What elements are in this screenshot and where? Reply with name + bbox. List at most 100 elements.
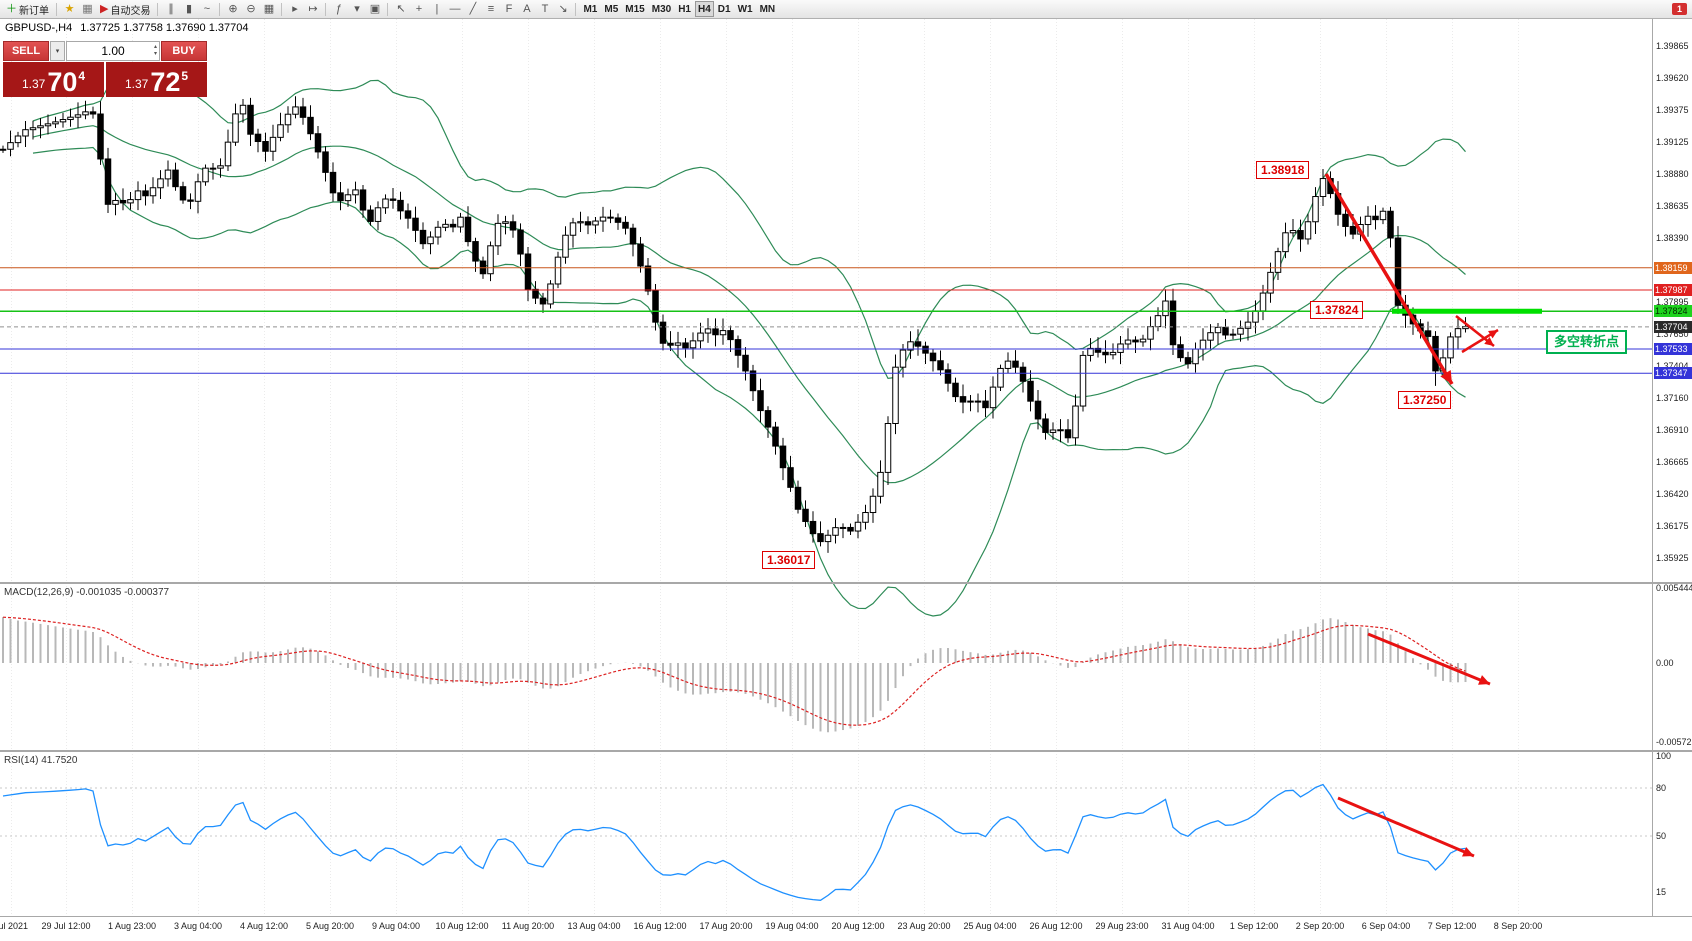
candles-style-icon: ▮ <box>185 3 192 15</box>
horizontal-line-button[interactable]: ― <box>446 1 463 17</box>
chart-shift-button[interactable]: ↦ <box>304 1 321 17</box>
cursor-tool-icon: ↖ <box>396 3 406 15</box>
auto-trading-icon: ▶ <box>100 3 109 15</box>
alerts-badge[interactable]: 1 <box>1671 3 1687 15</box>
new-order-icon: ＋ <box>6 3 17 15</box>
trend-arrow[interactable] <box>1337 796 1475 858</box>
trendline-button[interactable]: ╱ <box>464 1 481 17</box>
zoom-in-icon: ⊕ <box>228 3 238 15</box>
timeframe-m5-button-label: M5 <box>604 3 619 15</box>
crosshair-tool-icon: + <box>415 3 423 15</box>
timeframe-m1-button-label: M1 <box>583 3 598 15</box>
arrows-button[interactable]: ↘ <box>554 1 571 17</box>
channel-button[interactable]: ≡ <box>482 1 499 17</box>
top-toolbar: ＋新订单 ★ ▦ ▶ 自动交易 ∥ ▮ ~ ⊕ ⊖ ▦ ▸ ↦ ƒ ▾ ▣ ↖ + | ― ╱ ≡ F A T ↘ M1 M5 M15 M… <box>0 0 1692 19</box>
toolbar-separator <box>387 2 389 16</box>
timeframe-mn-button[interactable]: MN <box>757 1 779 17</box>
trend-arrow[interactable] <box>1324 173 1454 385</box>
crosshair-tool-button[interactable]: + <box>410 1 427 17</box>
data-window-icon[interactable]: ▦ <box>79 1 96 17</box>
buy-price-panel[interactable]: 1.37 72 5 <box>106 62 207 97</box>
new-order-button-label: 新订单 <box>19 5 49 17</box>
label-icon: T <box>541 3 549 15</box>
symbol-period-label: GBPUSD-,H4 <box>5 22 73 34</box>
toolbar-separator <box>281 2 283 16</box>
sell-button[interactable]: SELL <box>3 41 49 61</box>
zoom-out-button[interactable]: ⊖ <box>242 1 259 17</box>
indicators-button[interactable]: ƒ <box>330 1 347 17</box>
timeframe-m30-button-label: M30 <box>651 3 672 15</box>
vertical-line-button[interactable]: | <box>428 1 445 17</box>
volume-down-icon[interactable]: ▾ <box>153 51 157 57</box>
buy-price-pip: 5 <box>181 69 189 83</box>
fibonacci-button[interactable]: F <box>500 1 517 17</box>
volume-value: 1.00 <box>101 44 125 58</box>
trend-arrows[interactable] <box>1324 173 1499 858</box>
zoom-out-icon: ⊖ <box>246 3 256 15</box>
buy-price-big: 72 <box>150 67 181 97</box>
cursor-tool-button[interactable]: ↖ <box>392 1 409 17</box>
templates-button[interactable]: ▣ <box>366 1 383 17</box>
zoom-in-button[interactable]: ⊕ <box>224 1 241 17</box>
panel-separator[interactable] <box>0 582 1692 584</box>
new-order-button[interactable]: ＋新订单 <box>3 1 52 17</box>
panel-separator[interactable] <box>0 750 1692 752</box>
timeframe-m1-button[interactable]: M1 <box>580 1 600 17</box>
timeframe-mn-button-label: MN <box>759 3 776 15</box>
candles <box>0 96 1469 553</box>
text-icon: A <box>523 3 531 15</box>
tile-windows-button[interactable]: ▦ <box>260 1 277 17</box>
sell-price-big: 70 <box>47 67 78 97</box>
sell-price-pip: 4 <box>78 69 86 83</box>
timeframe-m15-button[interactable]: M15 <box>622 1 647 17</box>
periods-button[interactable]: ▾ <box>348 1 365 17</box>
trend-arrow[interactable] <box>1367 632 1491 686</box>
timeframe-h4-button[interactable]: H4 <box>694 1 714 17</box>
vertical-line-icon: | <box>435 3 439 15</box>
line-style-icon: ~ <box>203 3 211 15</box>
volume-up-icon[interactable]: ▴ <box>153 44 157 50</box>
ohlc-values: 1.37725 1.37758 1.37690 1.37704 <box>80 22 249 34</box>
volume-dropdown-button[interactable]: ▾ <box>50 41 65 61</box>
buy-button[interactable]: BUY <box>161 41 207 61</box>
volume-spinner[interactable]: ▴ ▾ <box>154 42 157 60</box>
sell-price-panel[interactable]: 1.37 70 4 <box>3 62 104 97</box>
templates-icon: ▣ <box>369 3 381 15</box>
toolbar-separator <box>575 2 577 16</box>
label-button[interactable]: T <box>536 1 553 17</box>
tile-windows-icon: ▦ <box>263 3 275 15</box>
one-click-trading-panel: SELL ▾ 1.00 ▴ ▾ BUY 1.37 70 4 1.37 72 5 <box>3 41 207 97</box>
text-button[interactable]: A <box>518 1 535 17</box>
auto-scroll-button[interactable]: ▸ <box>286 1 303 17</box>
line-style-button[interactable]: ~ <box>198 1 215 17</box>
timeframe-h4-button-label: H4 <box>697 3 711 15</box>
arrows-icon: ↘ <box>558 3 568 15</box>
timeframe-d1-button[interactable]: D1 <box>715 1 734 17</box>
horizontal-line-icon: ― <box>449 3 461 15</box>
volume-input[interactable]: 1.00 ▴ ▾ <box>66 41 160 61</box>
timeframe-h1-button[interactable]: H1 <box>675 1 694 17</box>
mql5-community-icon[interactable]: ★ <box>61 1 78 17</box>
timeframe-m15-button-label: M15 <box>625 3 645 15</box>
sell-price-prefix: 1.37 <box>21 77 46 91</box>
auto-scroll-icon: ▸ <box>292 3 298 15</box>
indicators-icon: ƒ <box>335 3 343 15</box>
chart-title: GBPUSD-,H4 1.37725 1.37758 1.37690 1.3770… <box>5 22 256 34</box>
toolbar-separator <box>157 2 159 16</box>
bars-style-button[interactable]: ∥ <box>162 1 179 17</box>
timeframe-m5-button[interactable]: M5 <box>601 1 621 17</box>
toolbar-separator <box>219 2 221 16</box>
rsi-indicator <box>0 783 1652 901</box>
buy-price-prefix: 1.37 <box>124 77 149 91</box>
rsi-indicator-label: RSI(14) 41.7520 <box>4 755 78 766</box>
fibonacci-icon: F <box>505 3 513 15</box>
timeframe-m30-button[interactable]: M30 <box>649 1 674 17</box>
timeframe-d1-button-label: D1 <box>717 3 731 15</box>
timeframe-w1-button-label: W1 <box>737 3 753 15</box>
macd-indicator <box>2 616 1467 733</box>
timeframe-w1-button[interactable]: W1 <box>735 1 756 17</box>
candles-style-button[interactable]: ▮ <box>180 1 197 17</box>
auto-trading-button[interactable]: ▶ 自动交易 <box>97 1 153 17</box>
